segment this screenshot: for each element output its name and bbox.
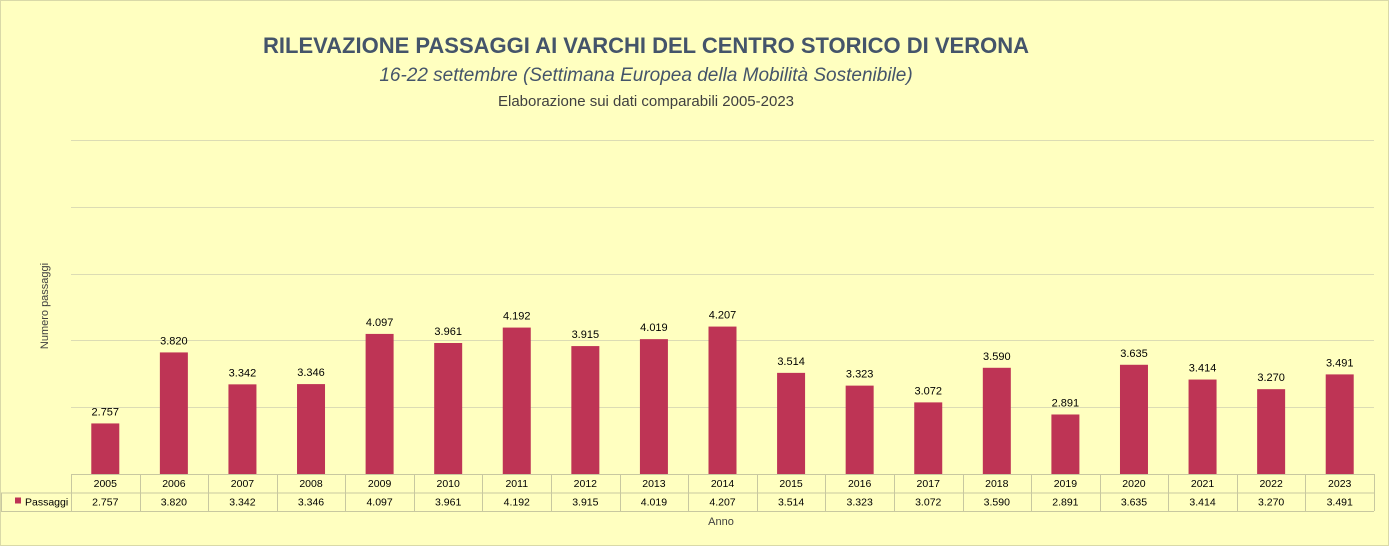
table-year-2015: 2015 <box>779 478 803 490</box>
data-label-2019: 2.891 <box>1052 397 1080 409</box>
table-year-2007: 2007 <box>231 478 255 490</box>
data-label-2017: 3.072 <box>914 385 942 397</box>
table-value-2020: 3.635 <box>1121 497 1147 509</box>
table-year-2009: 2009 <box>368 478 392 490</box>
table-value-2016: 3.323 <box>847 497 873 509</box>
table-value-2010: 3.961 <box>435 497 461 509</box>
data-label-2020: 3.635 <box>1120 348 1148 360</box>
table-value-2015: 3.514 <box>778 497 804 509</box>
data-label-2007: 3.342 <box>229 367 257 379</box>
bar-2012 <box>571 346 600 474</box>
chart-title: RILEVAZIONE PASSAGGI AI VARCHI DEL CENTR… <box>263 33 1029 58</box>
table-value-2005: 2.757 <box>92 497 118 509</box>
bar-2023 <box>1325 374 1354 474</box>
bar-2016 <box>845 385 874 474</box>
data-label-2011: 4.192 <box>503 311 531 323</box>
table-year-2021: 2021 <box>1191 478 1215 490</box>
data-label-2012: 3.915 <box>572 329 600 341</box>
table-value-2013: 4.019 <box>641 497 667 509</box>
chart-subtitle: 16-22 settembre (Settimana Europea della… <box>379 65 913 86</box>
table-year-2020: 2020 <box>1122 478 1146 490</box>
bar-2007 <box>228 384 257 474</box>
data-label-2009: 4.097 <box>366 317 394 329</box>
table-value-2019: 2.891 <box>1052 497 1078 509</box>
bar-2011 <box>502 327 531 474</box>
table-year-2018: 2018 <box>985 478 1009 490</box>
bar-2005 <box>91 423 120 474</box>
legend-key <box>15 497 21 504</box>
data-label-2006: 3.820 <box>160 335 188 347</box>
table-year-2023: 2023 <box>1328 478 1352 490</box>
bar-2006 <box>159 352 188 474</box>
table-year-2006: 2006 <box>162 478 186 490</box>
table-value-2022: 3.270 <box>1258 497 1284 509</box>
data-label-2018: 3.590 <box>983 351 1011 363</box>
table-year-2013: 2013 <box>642 478 666 490</box>
table-value-2009: 4.097 <box>366 497 392 509</box>
data-label-2010: 3.961 <box>434 326 462 338</box>
table-value-2006: 3.820 <box>161 497 187 509</box>
data-label-2022: 3.270 <box>1257 372 1285 384</box>
table-year-2012: 2012 <box>574 478 598 490</box>
data-label-2013: 4.019 <box>640 322 668 334</box>
data-label-2008: 3.346 <box>297 367 325 379</box>
bar-2014 <box>708 326 737 474</box>
data-label-2023: 3.491 <box>1326 357 1354 369</box>
table-year-2008: 2008 <box>299 478 323 490</box>
y-axis-label: Numero passaggi <box>39 262 51 350</box>
table-value-2021: 3.414 <box>1189 497 1215 509</box>
bar-2020 <box>1119 364 1148 474</box>
table-year-2010: 2010 <box>437 478 461 490</box>
bar-2018 <box>982 367 1011 474</box>
table-value-2008: 3.346 <box>298 497 324 509</box>
data-label-2016: 3.323 <box>846 369 874 381</box>
data-label-2021: 3.414 <box>1189 363 1217 375</box>
table-year-2011: 2011 <box>505 478 528 490</box>
bar-2017 <box>914 402 943 474</box>
table-year-2005: 2005 <box>94 478 118 490</box>
table-value-2014: 4.207 <box>709 497 735 509</box>
bar-2013 <box>639 339 668 474</box>
bar-2008 <box>297 384 326 474</box>
bar-2009 <box>365 333 394 474</box>
table-year-2019: 2019 <box>1054 478 1078 490</box>
table-year-2017: 2017 <box>917 478 941 490</box>
table-value-2011: 4.192 <box>504 497 530 509</box>
table-year-2014: 2014 <box>711 478 735 490</box>
x-axis-label: Anno <box>708 516 734 528</box>
data-label-2005: 2.757 <box>92 406 120 418</box>
table-value-2023: 3.491 <box>1327 497 1353 509</box>
table-value-2018: 3.590 <box>984 497 1010 509</box>
data-label-2014: 4.207 <box>709 310 737 322</box>
table-value-2017: 3.072 <box>915 497 941 509</box>
table-year-2016: 2016 <box>848 478 872 490</box>
table-series-name: Passaggi <box>25 497 68 509</box>
table-year-2022: 2022 <box>1259 478 1283 490</box>
chart-subtitle-secondary: Elaborazione sui dati comparabili 2005-2… <box>497 93 795 110</box>
bar-2021 <box>1188 379 1217 474</box>
bar-2015 <box>777 372 806 474</box>
table-value-2007: 3.342 <box>229 497 255 509</box>
bar-2019 <box>1051 414 1080 474</box>
bar-2010 <box>434 343 463 474</box>
table-value-2012: 3.915 <box>572 497 598 509</box>
data-label-2015: 3.514 <box>777 356 805 368</box>
bar-2022 <box>1257 389 1286 474</box>
